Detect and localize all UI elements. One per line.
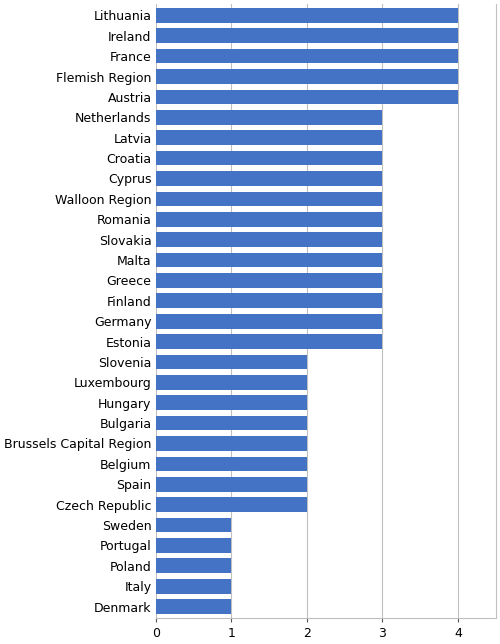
Bar (156, 600, 232, 614)
Bar (156, 477, 307, 491)
Bar (156, 355, 307, 369)
Bar (156, 436, 307, 451)
Bar (156, 49, 458, 64)
Bar (156, 416, 307, 430)
Bar (156, 28, 458, 43)
Bar (156, 212, 382, 227)
Bar (156, 497, 307, 512)
Bar (156, 538, 232, 553)
Bar (156, 130, 382, 145)
Bar (156, 110, 382, 125)
Bar (156, 457, 307, 471)
Bar (156, 8, 458, 23)
Bar (156, 518, 232, 533)
Bar (156, 579, 232, 594)
Bar (156, 314, 382, 328)
Bar (156, 90, 458, 104)
Bar (156, 294, 382, 308)
Bar (156, 151, 382, 166)
Bar (156, 395, 307, 410)
Bar (156, 334, 382, 349)
Bar (156, 191, 382, 206)
Bar (156, 558, 232, 573)
Bar (156, 171, 382, 186)
Bar (156, 375, 307, 390)
Bar (156, 232, 382, 247)
Bar (156, 273, 382, 288)
Bar (156, 69, 458, 84)
Bar (156, 252, 382, 267)
